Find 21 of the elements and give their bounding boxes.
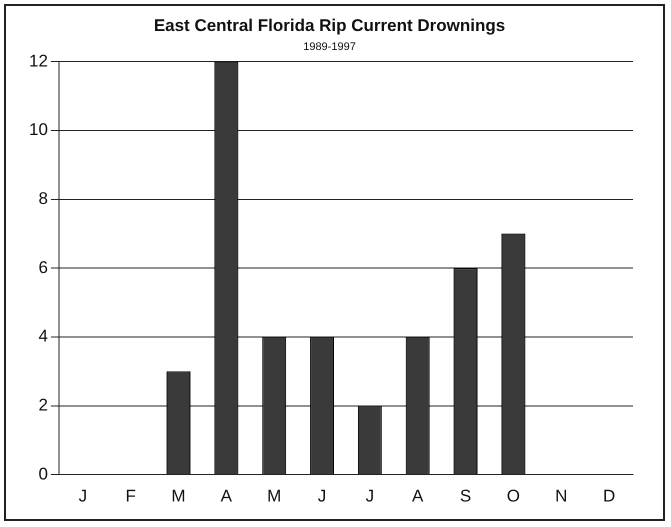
x-tick-label: S [460, 486, 472, 506]
x-tick-label: A [220, 486, 233, 506]
chart-subtitle: 1989-1997 [303, 41, 356, 54]
y-tick-label: 2 [38, 395, 48, 414]
y-tick-label: 0 [38, 464, 48, 484]
chart-title: East Central Florida Rip Current Drownings [154, 16, 506, 35]
x-tick-label: O [506, 486, 520, 506]
x-tick-label: M [171, 486, 186, 506]
x-tick-label: M [267, 486, 282, 506]
x-tick-label: A [412, 486, 424, 506]
y-tick-label: 10 [28, 120, 48, 140]
y-tick-label: 4 [38, 326, 48, 346]
y-tick-label: 8 [38, 188, 48, 208]
x-tick-label: J [318, 486, 326, 506]
y-tick-label: 6 [38, 258, 48, 277]
x-tick-label: J [366, 486, 374, 506]
x-tick-label: J [78, 486, 88, 506]
x-tick-label: F [125, 486, 136, 506]
x-tick-label: D [602, 486, 616, 506]
y-tick-label: 12 [28, 51, 48, 70]
x-tick-label: N [555, 486, 568, 506]
